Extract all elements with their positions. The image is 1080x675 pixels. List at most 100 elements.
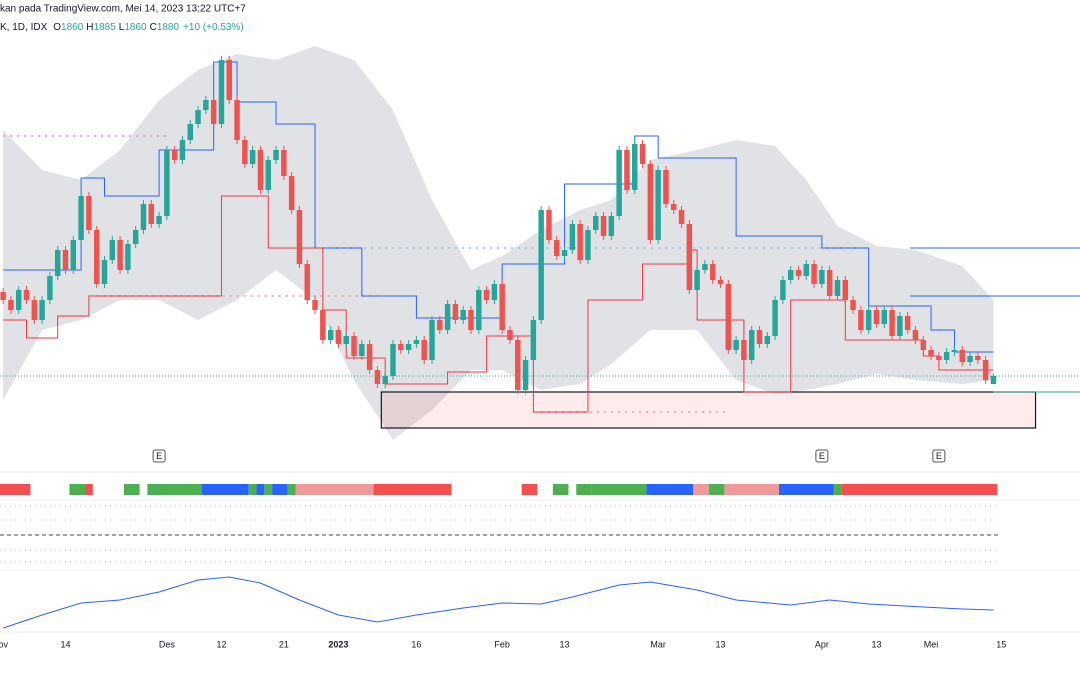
candle-body	[327, 330, 334, 340]
candle-body	[413, 340, 420, 344]
candle-body	[593, 216, 599, 230]
candle-body	[717, 280, 724, 284]
candle-body	[569, 224, 576, 250]
candle-body	[210, 100, 217, 124]
candle-body	[741, 340, 747, 360]
candle-body	[858, 310, 864, 330]
regime-segment	[272, 484, 288, 495]
x-tick-label: 21	[279, 639, 289, 649]
ohlc-label: L	[119, 22, 125, 33]
candle-body	[242, 140, 248, 164]
candle-body	[655, 170, 661, 240]
candle-body	[156, 216, 162, 224]
candle-body	[366, 344, 373, 370]
x-tick-label: Apr	[815, 639, 829, 649]
candle-body	[936, 356, 942, 360]
candle-body	[460, 310, 466, 320]
regime-segment	[69, 484, 85, 495]
candle-body	[694, 270, 700, 290]
symbol: K, 1D, IDX	[0, 22, 48, 33]
candle-body	[920, 340, 926, 350]
candle-body	[125, 244, 131, 270]
candle-body	[803, 264, 810, 276]
candle-body	[109, 240, 116, 260]
ohlc-value: 1860	[124, 22, 147, 33]
event-badge	[932, 449, 946, 463]
candle-body	[62, 250, 69, 270]
candle-body	[257, 150, 264, 190]
candle-body	[881, 310, 888, 324]
candle-body	[234, 100, 240, 140]
regime-segment	[833, 484, 842, 495]
candle-body	[678, 210, 685, 224]
x-tick-label: 13	[871, 639, 881, 649]
regime-segment	[248, 484, 257, 495]
candle-body	[577, 224, 583, 260]
candle-body	[967, 356, 973, 362]
candle-body	[187, 124, 193, 140]
candle-body	[47, 276, 53, 300]
candle-body	[499, 284, 505, 330]
regime-segment	[295, 484, 374, 495]
candle-body	[671, 204, 677, 210]
x-tick-label: 12	[216, 639, 226, 649]
candle-body	[834, 280, 841, 296]
candle-body	[639, 144, 646, 164]
candle-body	[530, 320, 537, 360]
candle-body	[811, 264, 817, 284]
regime-segment	[147, 484, 202, 495]
x-tick-label: 13	[716, 639, 726, 649]
x-tick-label: 15	[996, 639, 1006, 649]
x-tick-label: Feb	[494, 639, 510, 649]
candle-body	[951, 350, 958, 352]
candle-body	[616, 150, 622, 216]
candle-body	[0, 292, 6, 300]
candle-body	[304, 264, 310, 300]
candle-body	[686, 224, 693, 290]
candle-body	[86, 196, 92, 230]
event-label: E	[819, 451, 825, 461]
candle-body	[288, 176, 295, 210]
candle-body	[943, 352, 950, 360]
candle-body	[522, 360, 529, 390]
candle-body	[959, 350, 965, 362]
candle-body	[195, 110, 201, 124]
candle-body	[912, 330, 919, 340]
ohlc-value: 1860	[61, 22, 84, 33]
regime-segment	[552, 484, 569, 495]
candle-body	[140, 204, 147, 230]
zone-box	[380, 391, 1037, 429]
candle-body	[850, 300, 856, 310]
candle-body	[476, 290, 482, 330]
regime-segment	[123, 484, 140, 495]
ohlc-value: 1885	[94, 22, 117, 33]
ohlc-label: C	[150, 22, 157, 33]
candle-body	[842, 280, 849, 300]
candle-body	[374, 370, 381, 384]
regime-segment	[84, 484, 93, 495]
candle-body	[39, 300, 45, 320]
candle-body	[101, 260, 108, 284]
candle-body	[491, 284, 498, 300]
candle-body	[249, 150, 256, 164]
candle-body	[546, 210, 552, 240]
candle-body	[795, 270, 802, 276]
candle-body	[265, 160, 271, 190]
candle-body	[990, 376, 997, 384]
candle-body	[772, 300, 778, 336]
candle-body	[171, 150, 178, 160]
candle-body	[54, 250, 61, 276]
x-tick-label: Mei	[924, 639, 939, 649]
candle-body	[359, 344, 365, 356]
candle-body	[437, 320, 443, 330]
candle-body	[312, 300, 318, 310]
candle-body	[538, 210, 544, 320]
regime-segment	[373, 484, 452, 495]
candle-body	[826, 270, 833, 296]
candle-body	[70, 240, 77, 270]
candle-body	[148, 204, 155, 224]
indicator-pane	[0, 505, 1000, 563]
candle-body	[320, 310, 326, 340]
regime-segment	[201, 484, 249, 495]
